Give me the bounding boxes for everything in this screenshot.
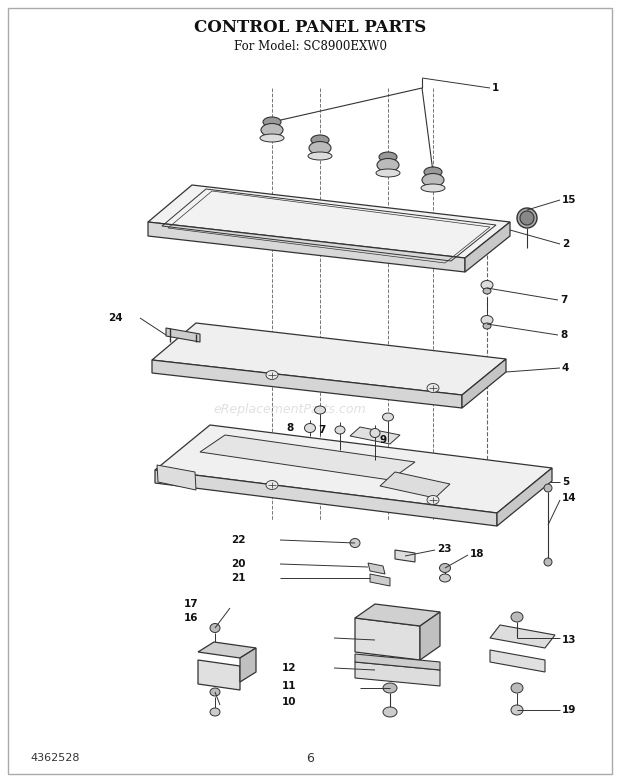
Polygon shape xyxy=(380,472,450,498)
Polygon shape xyxy=(355,654,440,670)
Text: 23: 23 xyxy=(437,544,451,554)
Ellipse shape xyxy=(263,117,281,127)
Ellipse shape xyxy=(335,426,345,434)
Ellipse shape xyxy=(379,152,397,162)
Ellipse shape xyxy=(383,413,394,421)
Polygon shape xyxy=(368,563,385,574)
Text: 8: 8 xyxy=(560,330,567,340)
Text: 22: 22 xyxy=(231,535,246,545)
Ellipse shape xyxy=(383,683,397,693)
Polygon shape xyxy=(155,425,552,513)
Ellipse shape xyxy=(481,315,493,325)
Text: 20: 20 xyxy=(231,559,246,569)
Ellipse shape xyxy=(383,707,397,717)
Text: 9: 9 xyxy=(380,435,387,445)
Ellipse shape xyxy=(483,323,491,329)
Ellipse shape xyxy=(210,623,220,633)
Text: 2: 2 xyxy=(562,239,569,249)
Polygon shape xyxy=(166,328,200,342)
Text: 21: 21 xyxy=(231,573,246,583)
Polygon shape xyxy=(200,435,415,480)
Ellipse shape xyxy=(261,124,283,137)
Text: 10: 10 xyxy=(281,697,296,707)
Text: 11: 11 xyxy=(281,681,296,691)
Polygon shape xyxy=(240,648,256,682)
Text: 4362528: 4362528 xyxy=(30,753,79,763)
Ellipse shape xyxy=(424,167,442,177)
Ellipse shape xyxy=(511,612,523,622)
Text: 12: 12 xyxy=(281,663,296,673)
Polygon shape xyxy=(497,468,552,526)
Ellipse shape xyxy=(350,539,360,547)
Polygon shape xyxy=(462,359,506,408)
Ellipse shape xyxy=(483,288,491,294)
Ellipse shape xyxy=(481,281,493,289)
Ellipse shape xyxy=(309,142,331,155)
Polygon shape xyxy=(420,612,440,660)
Polygon shape xyxy=(198,642,256,658)
Text: 1: 1 xyxy=(492,83,499,93)
Text: 5: 5 xyxy=(562,477,569,487)
Ellipse shape xyxy=(422,174,444,186)
Text: 14: 14 xyxy=(562,493,577,503)
Ellipse shape xyxy=(427,383,439,393)
Text: 6: 6 xyxy=(306,752,314,765)
Ellipse shape xyxy=(517,208,537,228)
Ellipse shape xyxy=(266,480,278,490)
Polygon shape xyxy=(395,550,415,562)
Ellipse shape xyxy=(210,708,220,716)
Text: 17: 17 xyxy=(184,599,198,609)
Text: 4: 4 xyxy=(562,363,569,373)
Ellipse shape xyxy=(377,159,399,171)
Polygon shape xyxy=(490,625,555,648)
Polygon shape xyxy=(152,323,506,395)
Text: CONTROL PANEL PARTS: CONTROL PANEL PARTS xyxy=(194,20,426,37)
Ellipse shape xyxy=(511,683,523,693)
Polygon shape xyxy=(152,360,462,408)
Text: For Model: SC8900EXW0: For Model: SC8900EXW0 xyxy=(234,40,386,52)
Polygon shape xyxy=(355,604,440,626)
Ellipse shape xyxy=(511,705,523,715)
Polygon shape xyxy=(350,427,400,444)
Text: 7: 7 xyxy=(319,425,326,435)
Ellipse shape xyxy=(308,152,332,160)
Ellipse shape xyxy=(440,574,451,582)
Ellipse shape xyxy=(421,184,445,192)
Polygon shape xyxy=(155,470,497,526)
Ellipse shape xyxy=(210,688,220,696)
Polygon shape xyxy=(490,650,545,672)
Polygon shape xyxy=(355,618,420,660)
Ellipse shape xyxy=(311,135,329,145)
Polygon shape xyxy=(465,222,510,272)
Text: 19: 19 xyxy=(562,705,577,715)
Text: 13: 13 xyxy=(562,635,577,645)
Ellipse shape xyxy=(427,496,439,504)
Text: 24: 24 xyxy=(108,313,123,323)
Ellipse shape xyxy=(376,169,400,177)
Polygon shape xyxy=(198,660,240,690)
Text: eReplacementParts.com: eReplacementParts.com xyxy=(214,404,366,417)
Text: 7: 7 xyxy=(560,295,567,305)
Text: 18: 18 xyxy=(470,549,484,559)
Ellipse shape xyxy=(266,371,278,379)
Ellipse shape xyxy=(520,211,534,225)
Ellipse shape xyxy=(544,484,552,492)
Ellipse shape xyxy=(314,406,326,414)
Ellipse shape xyxy=(440,564,451,572)
Polygon shape xyxy=(148,185,510,258)
Ellipse shape xyxy=(304,424,316,432)
Polygon shape xyxy=(355,662,440,686)
Text: 8: 8 xyxy=(286,423,294,433)
Text: 15: 15 xyxy=(562,195,577,205)
Ellipse shape xyxy=(260,134,284,142)
Ellipse shape xyxy=(544,558,552,566)
Polygon shape xyxy=(157,465,196,490)
Polygon shape xyxy=(370,574,390,586)
Polygon shape xyxy=(148,222,465,272)
Ellipse shape xyxy=(370,429,380,437)
Text: 16: 16 xyxy=(184,613,198,623)
